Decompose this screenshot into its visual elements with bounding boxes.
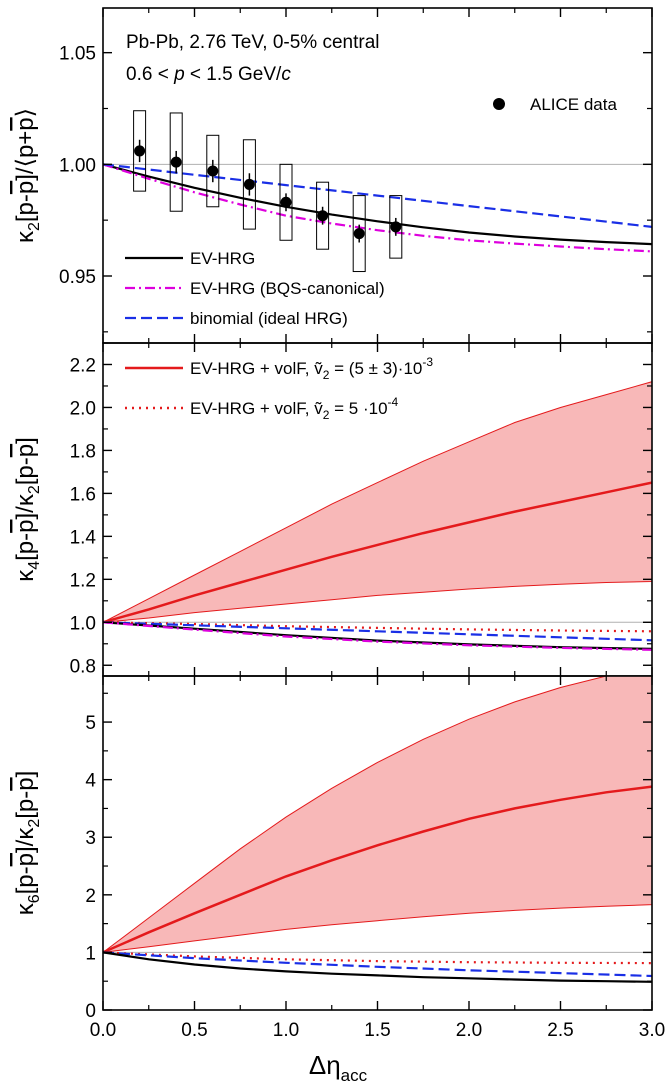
data-point <box>170 156 182 168</box>
y-axis-label-text: κ6[p-p]/κ2[p-p] <box>12 771 43 916</box>
sys-error-box <box>279 163 293 241</box>
sys-error-box <box>206 134 220 208</box>
y-axis-label-text: κ2[p-p]/⟨p+p⟩ <box>12 108 43 243</box>
y-tick-label: 1.0 <box>70 613 96 634</box>
y-tick-label: 1.05 <box>59 44 96 65</box>
series-line-volf <box>103 481 652 624</box>
panel-top-plot-area <box>103 110 652 273</box>
y-tick-label: 2 <box>85 886 96 907</box>
data-point <box>317 210 329 222</box>
legend-alice-marker <box>493 98 505 110</box>
data-point <box>134 145 146 157</box>
annotation-momentum: 0.6 < p < 1.5 GeV/c <box>126 64 291 85</box>
y-tick-label: 3 <box>85 828 96 849</box>
data-point <box>390 221 402 233</box>
series-line-volf_dotted <box>103 951 652 965</box>
series-line-binomial <box>103 621 652 642</box>
panel-top: 0.95 1.00 1.05 κ2[p-p]/⟨p+p⟩ <box>12 7 653 344</box>
y-tick-label: 2.2 <box>70 355 96 376</box>
y-tick-label: 5 <box>85 713 96 734</box>
y-tick-label: 1.2 <box>70 570 96 591</box>
series-line-ev_hrg <box>103 951 652 983</box>
sys-error-box <box>389 195 403 259</box>
legend-label-volf_dotted: EV-HRG + volF, ṽ2 = 5 ·10-4 <box>190 395 399 422</box>
data-point <box>280 196 292 208</box>
y-tick-label: 1.6 <box>70 484 96 505</box>
x-tick-label: 0.5 <box>181 1020 207 1041</box>
legend-label-ev_hrg_bqs: EV-HRG (BQS-canonical) <box>190 279 385 298</box>
x-axis-label-main: Δη <box>309 1050 341 1080</box>
y-tick-label: 0.8 <box>70 656 96 677</box>
data-point <box>207 165 219 177</box>
sys-error-box <box>133 110 147 192</box>
legend-label-ev_hrg: EV-HRG <box>190 249 255 268</box>
annotation-system: Pb-Pb, 2.76 TeV, 0-5% central <box>126 32 380 53</box>
y-tick-label: 1.00 <box>59 155 96 176</box>
panel-middle-plot-area <box>103 381 652 651</box>
series-line-volf <box>103 785 652 954</box>
uncertainty-band <box>103 381 652 623</box>
x-axis-label: Δηacc <box>309 1050 368 1082</box>
y-tick-label: 0 <box>85 1001 96 1022</box>
legend-label-volf: EV-HRG + volF, ṽ2 = (5 ± 3)·10-3 <box>190 355 433 382</box>
y-tick-label: 1.8 <box>70 441 96 462</box>
legend-label-binomial: binomial (ideal HRG) <box>190 309 348 328</box>
y-tick-label: 4 <box>85 771 96 792</box>
x-tick-label: 2.5 <box>547 1020 573 1041</box>
x-tick-label: 2.0 <box>456 1020 482 1041</box>
y-tick-label: 1.4 <box>70 527 97 548</box>
uncertainty-band <box>103 676 652 953</box>
data-point <box>353 228 365 240</box>
panel-middle: 0.8 1.0 1.2 1.4 1.6 1.8 2.0 2.2 κ4[p-p]/κ2[p-p] <box>12 342 653 677</box>
x-tick-label: 1.5 <box>364 1020 390 1041</box>
y-tick-label: 0.95 <box>59 267 96 288</box>
y-axis-label-panel-bottom: κ6[p-p]/κ2[p-p] <box>12 771 43 916</box>
sys-error-box <box>352 195 366 273</box>
x-tick-label: 3.0 <box>639 1020 665 1041</box>
panel-bottom: 0 1 2 3 4 5 κ6[p-p]/κ2[p-p] <box>12 675 653 1022</box>
series-line-ev_hrg_bqs <box>103 163 652 253</box>
x-tick-label: 1.0 <box>273 1020 299 1041</box>
y-tick-label: 2.0 <box>70 398 96 419</box>
sys-error-box <box>242 139 256 230</box>
x-tick-label: 0.0 <box>90 1020 116 1041</box>
series-line-ev_hrg <box>103 621 652 650</box>
panel-bottom-plot-area <box>103 676 652 983</box>
sys-error-box <box>169 112 183 212</box>
y-axis-label-panel-top: κ2[p-p]/⟨p+p⟩ <box>12 108 43 243</box>
series-line-ev_hrg <box>103 163 652 246</box>
x-axis-label-sub: acc <box>341 1066 368 1082</box>
y-axis-label-text: κ4[p-p]/κ2[p-p] <box>12 437 43 582</box>
annotation-momentum-a: 0.6 < <box>126 64 174 85</box>
legend-alice-label: ALICE data <box>530 95 617 114</box>
series-line-binomial <box>103 163 652 228</box>
data-point <box>243 178 255 190</box>
y-axis-label-panel-middle: κ4[p-p]/κ2[p-p] <box>12 437 43 582</box>
y-tick-label: 1 <box>85 943 96 964</box>
series-line-ev_hrg_bqs <box>103 621 652 651</box>
series-line-volf_dotted <box>103 621 652 633</box>
series-line-binomial <box>103 951 652 978</box>
sys-error-box <box>316 181 330 250</box>
